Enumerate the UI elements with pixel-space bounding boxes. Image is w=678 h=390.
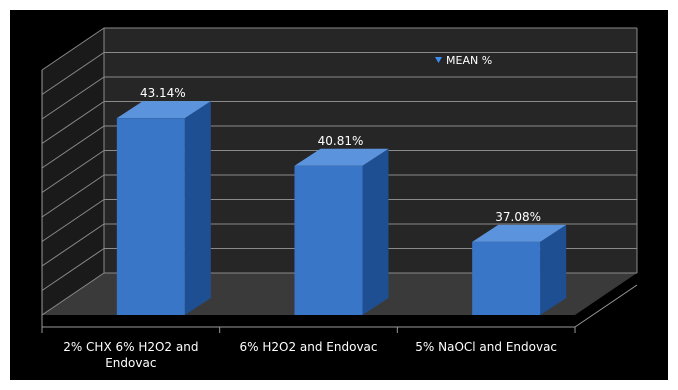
legend-label: MEAN % <box>446 54 492 67</box>
bar <box>472 224 567 315</box>
gridline-side <box>41 150 105 193</box>
bar-front <box>472 241 541 315</box>
bar <box>116 101 211 315</box>
x-tick-label: 2% CHX 6% H2O2 and Endovac <box>63 340 198 370</box>
data-labels: 43.14% 40.81% 37.08% <box>140 86 541 224</box>
bar-front <box>116 118 185 315</box>
x-tick-label: 5% NaOCl and Endovac <box>415 340 557 354</box>
floor-right-edge <box>574 284 638 328</box>
legend: MEAN % <box>435 54 492 67</box>
x-tick-label: 6% H2O2 and Endovac <box>240 340 378 354</box>
data-label: 37.08% <box>495 210 541 224</box>
bar <box>294 148 389 315</box>
gridline-side <box>41 174 105 218</box>
bar-side <box>184 101 211 315</box>
gridline-side <box>41 272 105 316</box>
bar-side <box>540 224 567 315</box>
data-label: 40.81% <box>318 134 364 148</box>
gridline-side <box>41 248 105 291</box>
gridline-side <box>41 27 105 71</box>
gridline-side <box>41 125 105 169</box>
gridline-side <box>41 101 105 144</box>
legend-marker <box>435 57 442 63</box>
bar-top <box>294 148 389 166</box>
gridline-side <box>41 199 105 242</box>
gridline-side <box>41 223 105 267</box>
bars <box>116 101 567 315</box>
gridline-side <box>41 52 105 95</box>
bar-top <box>116 101 211 119</box>
bar-front <box>294 165 363 315</box>
x-tick-labels: 2% CHX 6% H2O2 and Endovac 6% H2O2 and End… <box>63 340 557 370</box>
chart: 43.14% 40.81% 37.08% 2% CHX 6% H2O2 and End… <box>10 10 668 380</box>
data-label: 43.14% <box>140 86 186 100</box>
bar-chart-3d: 43.14% 40.81% 37.08% 2% CHX 6% H2O2 and End… <box>41 27 638 370</box>
axes <box>41 70 638 333</box>
bar-top <box>472 224 567 242</box>
bar-side <box>362 148 389 315</box>
gridline-side <box>41 76 105 120</box>
